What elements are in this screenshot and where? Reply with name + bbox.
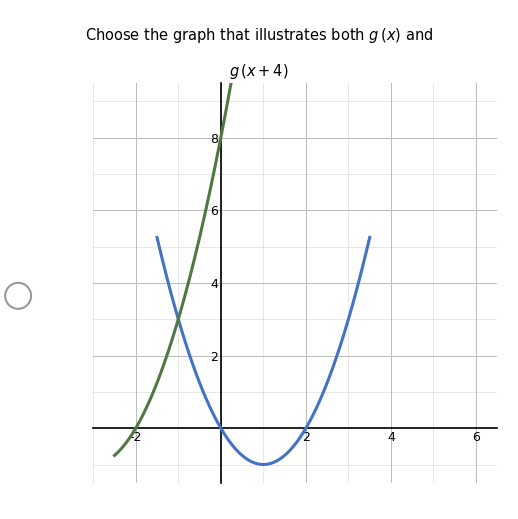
Text: Choose the graph that illustrates both $g\,(x)$ and: Choose the graph that illustrates both $…	[85, 26, 433, 45]
Text: $g\,(x + 4)$: $g\,(x + 4)$	[229, 62, 289, 81]
